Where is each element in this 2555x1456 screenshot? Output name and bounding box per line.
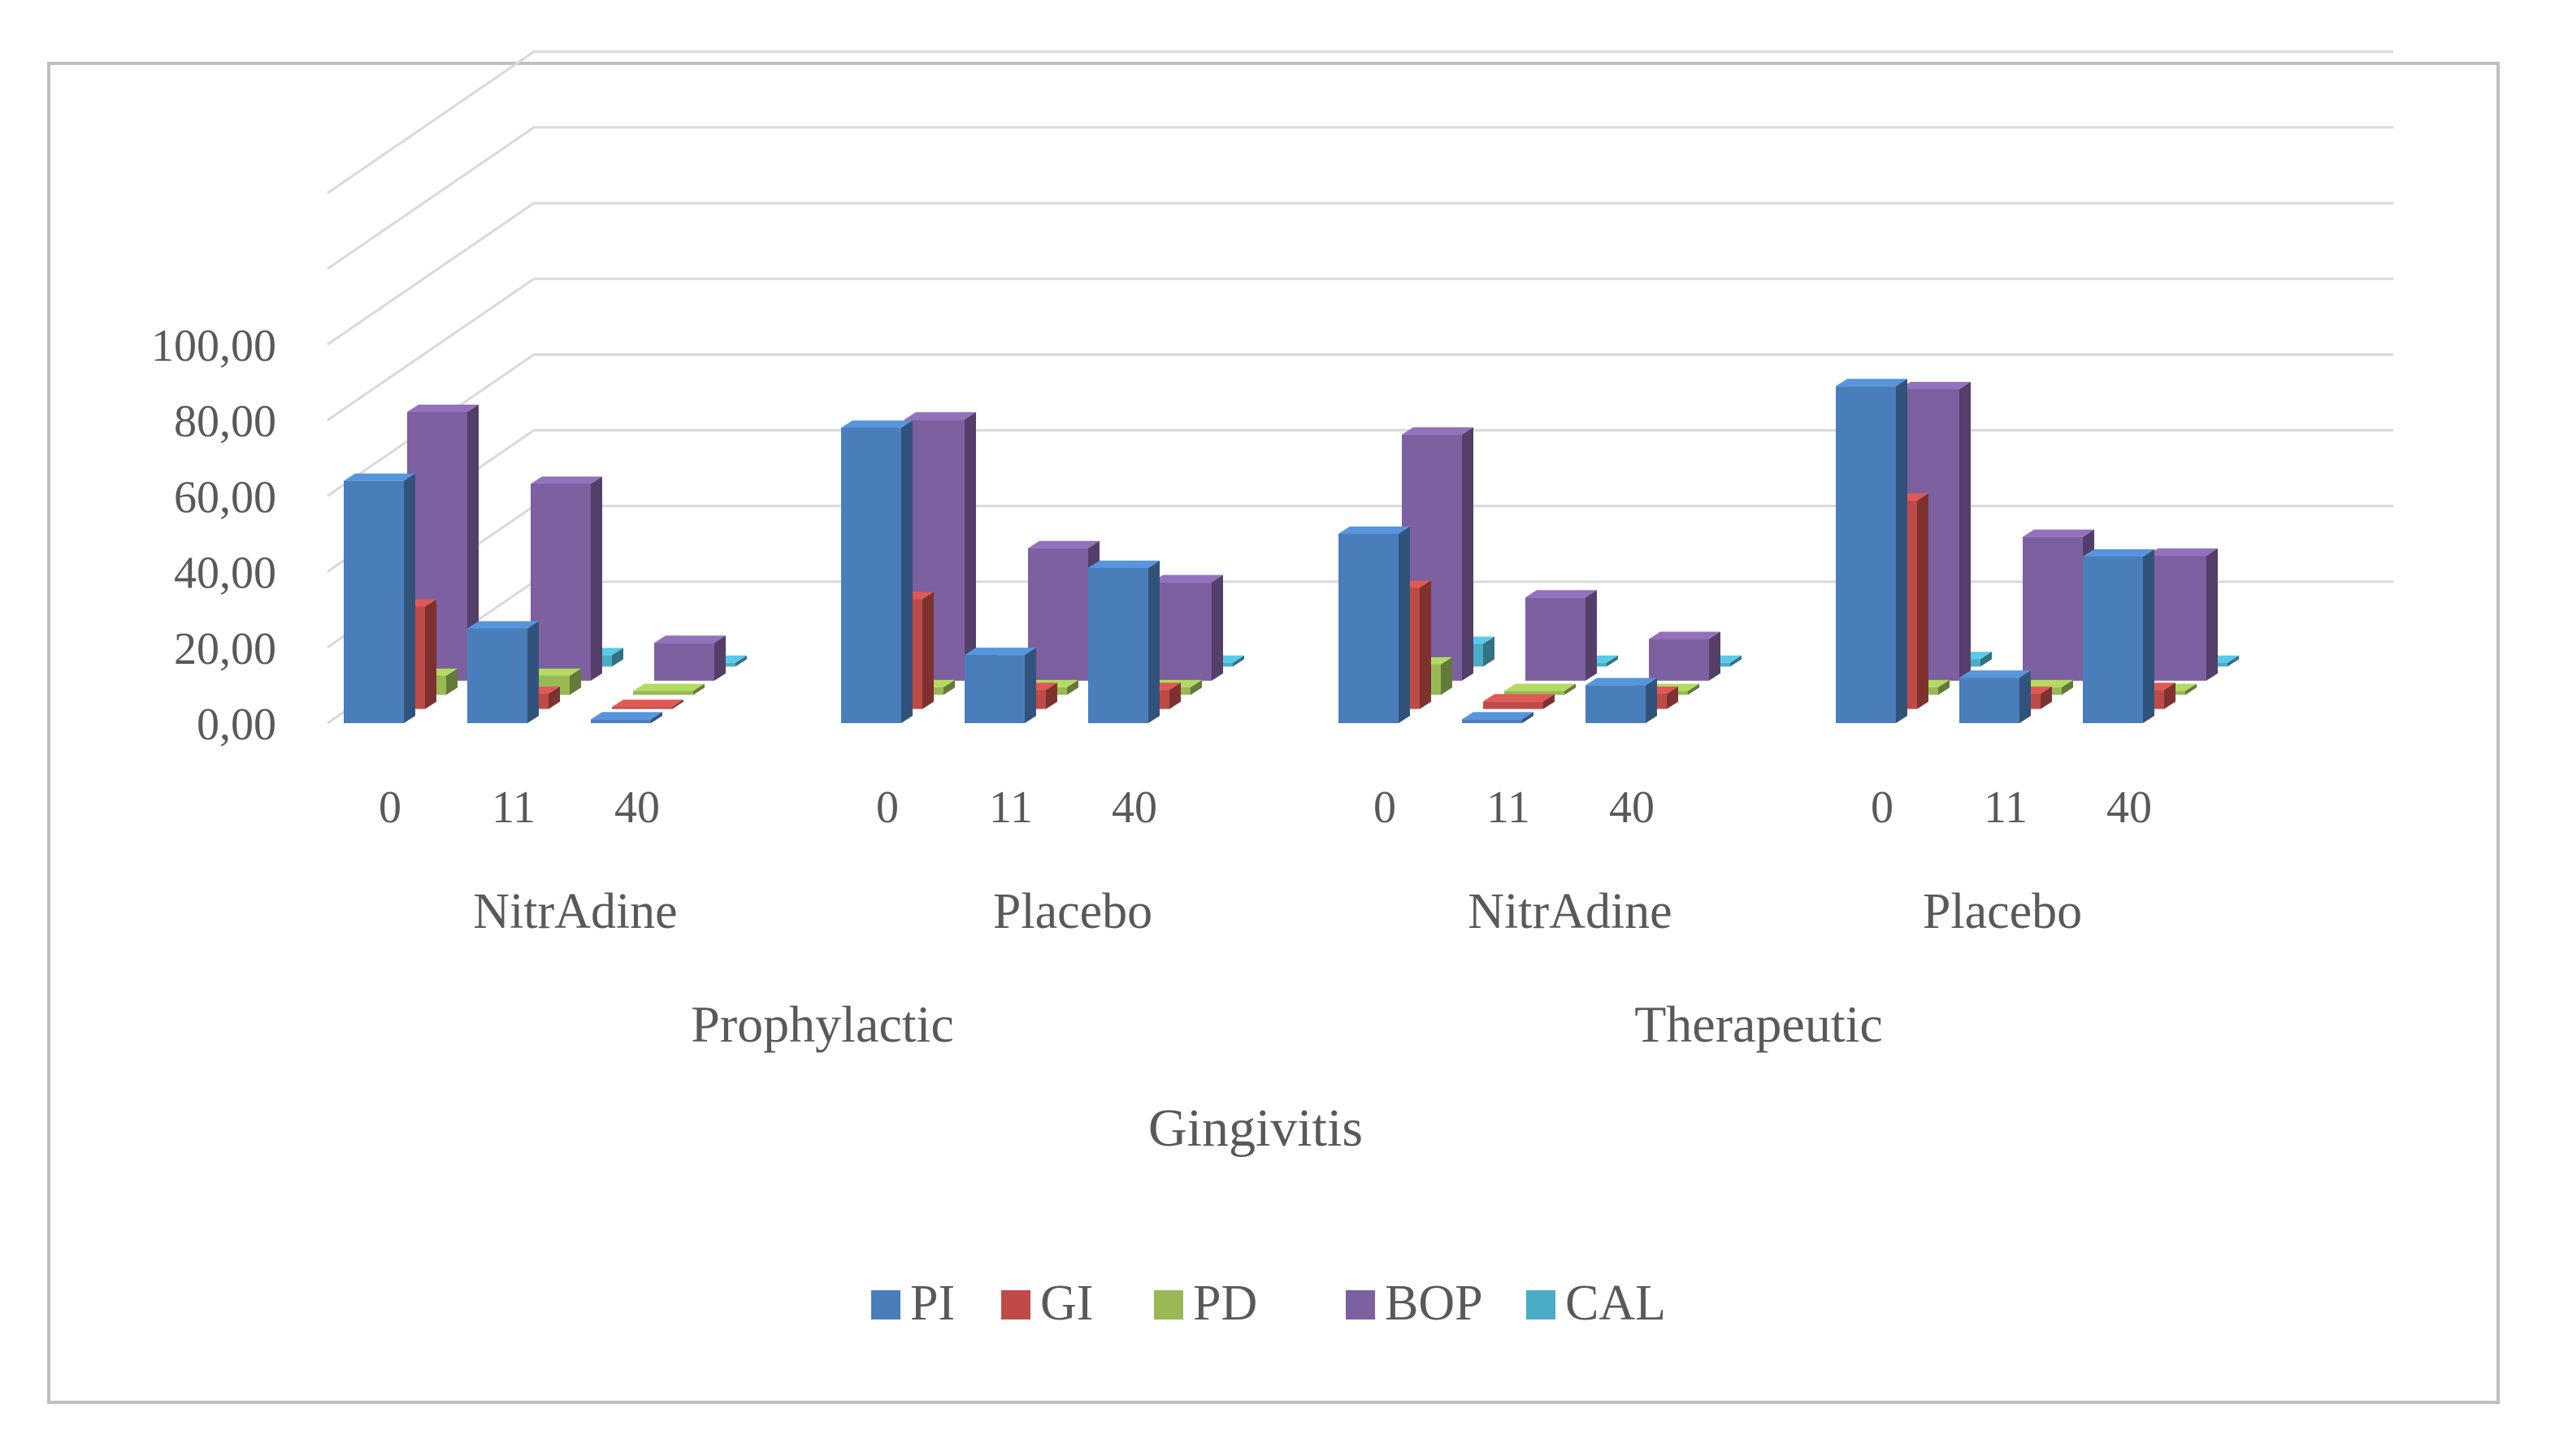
bar-bop [1152,574,1223,681]
x-axis-labels: 0 11 40 0 11 40 0 11 40 0 11 40 NitrAdine Placebo Nitr… [379,782,2152,1053]
bar-bop [531,476,602,681]
legend-label-pi: PI [910,1276,955,1331]
bar-pi [1088,560,1160,723]
x-tick-label: 0 [876,782,899,833]
bar-pi [841,420,913,723]
bar-pi [591,712,662,723]
x-tick-label: 40 [1112,782,1157,833]
legend-swatch-bop [1346,1290,1375,1320]
legend-label-gi: GI [1040,1276,1093,1331]
y-tick-label: 40,00 [174,548,276,599]
y-tick-label: 60,00 [174,472,276,522]
bar-pi [467,621,539,723]
x-tick-label: 11 [492,782,536,833]
legend-swatch-cal [1526,1290,1555,1320]
bar-pi [1338,526,1410,723]
x-tick-label: 0 [1871,782,1893,833]
bar-pi [2083,548,2154,723]
bar-pi [965,648,1036,723]
legend-swatch-pd [1154,1290,1183,1320]
legend-label-bop: BOP [1385,1276,1483,1331]
x-tick-label: 11 [1984,782,2028,833]
bar-pd [1504,683,1576,696]
gridline [327,277,2393,422]
bar-pi [1959,670,2031,723]
bars [344,379,2239,723]
x-tick-label: 11 [989,782,1033,833]
group-label: Placebo [993,884,1152,939]
bar-bop [1649,631,1720,681]
x-tick-label: 0 [1373,782,1396,833]
bar-bop [2146,548,2218,681]
bar-gi [612,700,683,709]
gridline [327,202,2393,346]
group-label: NitrAdine [1468,884,1672,939]
bar-bop [1525,590,1597,681]
bar-pi [1585,678,1657,723]
group-label: Placebo [1923,884,2082,939]
legend-swatch-gi [1001,1290,1030,1320]
y-tick-label: 20,00 [174,624,276,674]
bar-pd [633,683,705,696]
x-tick-label: 40 [1609,782,1655,833]
y-tick-label: 0,00 [197,700,276,750]
bar-bop [654,635,726,681]
y-tick-label: 80,00 [174,396,276,447]
x-tick-label: 0 [379,782,401,833]
bar-pi [344,473,415,723]
phase-label: Prophylactic [691,995,953,1053]
legend-swatch-pi [871,1290,900,1320]
gridline [327,353,2393,497]
legend-label-pd: PD [1193,1276,1257,1331]
y-tick-label: 100,00 [151,321,276,371]
legend: PI GI PD BOP CAL [871,1276,1666,1331]
x-tick-label: 40 [614,782,660,833]
gridline [327,126,2393,271]
bar-gi [1483,694,1555,709]
x-tick-label: 40 [2106,782,2152,833]
chart-border [47,62,2500,1404]
bar-pi [1462,712,1533,723]
x-axis-title: Gingivitis [1148,1098,1363,1158]
bar-pi [1836,379,1907,723]
legend-label-cal: CAL [1565,1276,1666,1331]
y-axis-ticks: 0,00 20,00 40,00 60,00 80,00 100,00 [151,321,276,750]
phase-label: Therapeutic [1634,995,1883,1053]
gridline [327,50,2393,194]
group-label: NitrAdine [473,884,677,939]
x-tick-label: 11 [1486,782,1530,833]
